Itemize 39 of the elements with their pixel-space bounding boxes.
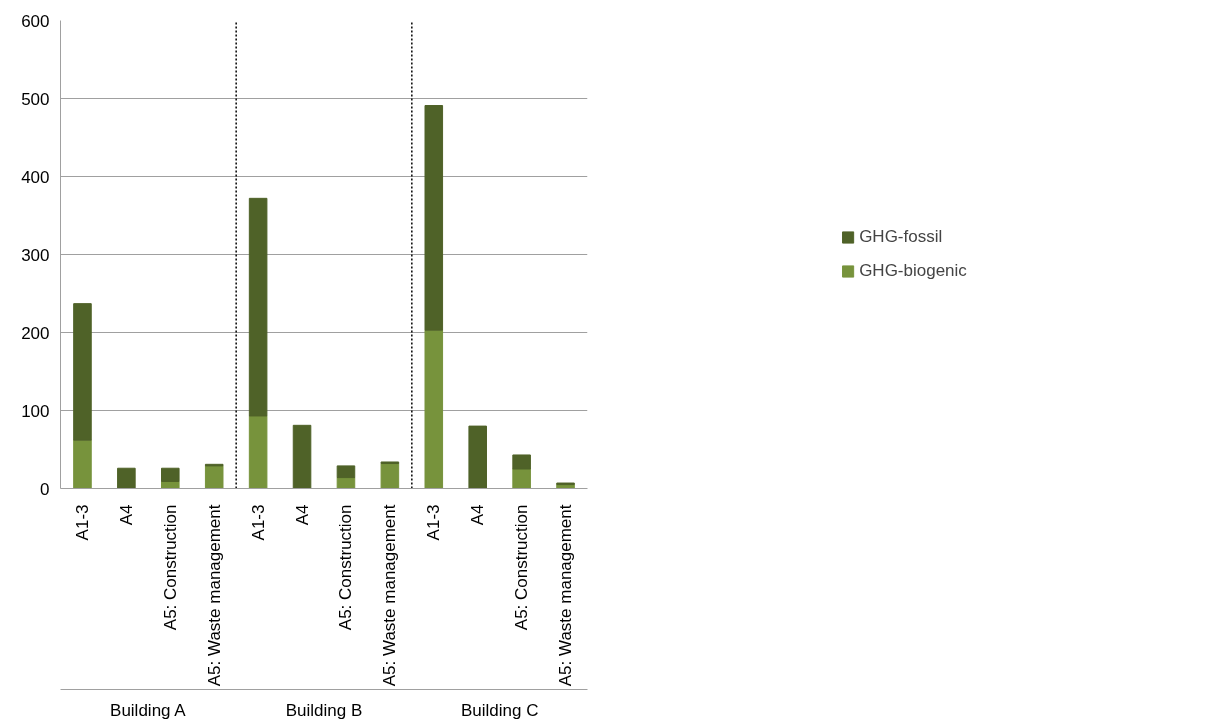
legend-label: GHG-fossil <box>859 227 943 247</box>
bar <box>336 465 356 479</box>
x-tick-label: A5: Construction <box>336 504 356 631</box>
x-tick-label: A5: Waste management <box>556 504 576 687</box>
y-tick-label: 0 <box>40 479 50 499</box>
y-tick-label: 300 <box>21 245 50 265</box>
bar <box>161 467 180 482</box>
bar <box>248 415 268 489</box>
text: Building C <box>460 700 539 720</box>
text: Building A <box>110 700 187 720</box>
bar <box>468 425 487 489</box>
bar <box>512 468 531 489</box>
x-tick-label: A1-3 <box>424 504 444 541</box>
bar <box>73 439 92 489</box>
y-tick-label: 600 <box>21 11 50 31</box>
x-tick-label: A4 <box>116 504 136 526</box>
y-tick-label: 500 <box>21 89 50 109</box>
bar <box>292 424 312 489</box>
bar <box>424 105 444 331</box>
bar <box>117 467 136 489</box>
x-tick-label: A5: Construction <box>160 504 180 631</box>
y-tick-label: 400 <box>21 167 50 187</box>
bar <box>204 465 224 489</box>
x-tick-label: A5: Waste management <box>204 504 224 687</box>
x-tick-label: A4 <box>292 504 312 526</box>
text: Building B <box>285 700 363 720</box>
bar <box>73 303 92 441</box>
bar <box>424 329 444 489</box>
x-tick-label: A1-3 <box>72 504 92 541</box>
bar <box>248 197 268 417</box>
y-tick-label: 200 <box>21 323 50 343</box>
bar <box>380 463 400 489</box>
y-tick-label: 100 <box>21 401 50 421</box>
x-tick-label: A5: Construction <box>512 504 532 631</box>
x-tick-label: A1-3 <box>248 504 268 541</box>
legend-label: GHG-biogenic <box>859 261 967 281</box>
x-tick-label: A5: Waste management <box>380 504 400 687</box>
x-tick-label: A4 <box>468 504 488 526</box>
bar <box>512 454 531 470</box>
